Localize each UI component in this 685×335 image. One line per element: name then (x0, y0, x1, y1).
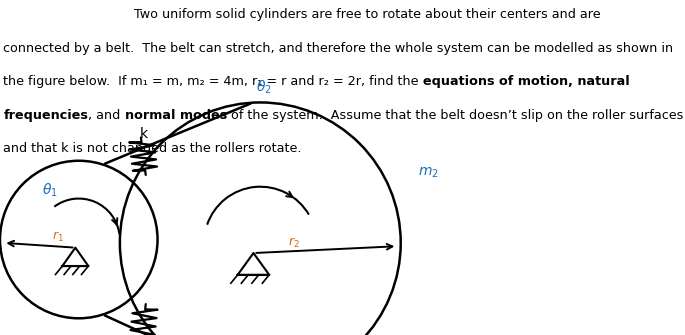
Text: k: k (139, 128, 147, 141)
Text: , and: , and (88, 109, 125, 122)
Text: $\theta_1$: $\theta_1$ (42, 182, 58, 199)
Text: $m_2$: $m_2$ (418, 165, 438, 180)
Text: Two uniform solid cylinders are free to rotate about their centers and are: Two uniform solid cylinders are free to … (134, 8, 600, 21)
Text: equations of motion, natural: equations of motion, natural (423, 75, 630, 88)
Text: normal modes: normal modes (125, 109, 227, 122)
Text: frequencies: frequencies (3, 109, 88, 122)
Text: $r_2$: $r_2$ (288, 236, 299, 250)
Text: connected by a belt.  The belt can stretch, and therefore the whole system can b: connected by a belt. The belt can stretc… (3, 42, 673, 55)
Text: of the system.  Assume that the belt doesn’t slip on the roller surfaces: of the system. Assume that the belt does… (227, 109, 683, 122)
Text: $r_1$: $r_1$ (52, 230, 64, 244)
Text: $\theta_2$: $\theta_2$ (256, 79, 271, 96)
Text: the figure below.  If m₁ = m, m₂ = 4m, r₁ = r and r₂ = 2r, find the: the figure below. If m₁ = m, m₂ = 4m, r₁… (3, 75, 423, 88)
Text: and that k is not changed as the rollers rotate.: and that k is not changed as the rollers… (3, 142, 302, 155)
